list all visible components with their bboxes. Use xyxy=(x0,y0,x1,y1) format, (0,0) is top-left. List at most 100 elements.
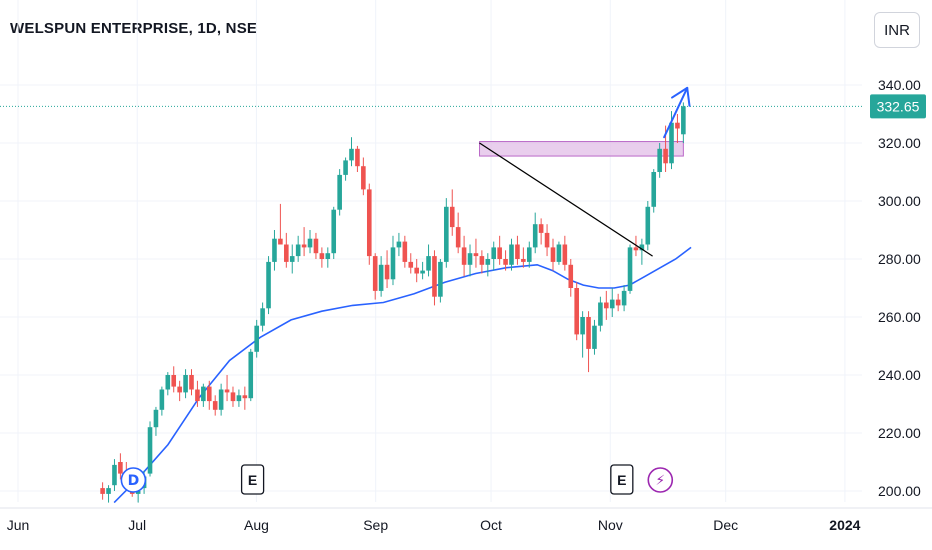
candle-body xyxy=(361,166,366,190)
candle xyxy=(301,227,307,257)
grid-lines xyxy=(0,0,932,509)
candle-body xyxy=(153,409,159,428)
candle-body xyxy=(236,395,242,402)
candle-body xyxy=(165,375,171,390)
currency-button[interactable]: INR xyxy=(874,12,920,48)
candle-body xyxy=(343,160,348,175)
price-tick-label: 240.00 xyxy=(878,367,921,383)
earnings-marker[interactable]: E xyxy=(610,464,634,495)
candle-body xyxy=(414,267,419,274)
price-tick-label: 340.00 xyxy=(878,77,921,93)
candle-body xyxy=(325,253,331,259)
earnings-marker[interactable]: E xyxy=(240,464,265,495)
candle-body xyxy=(669,122,674,164)
price-tick-label: 200.00 xyxy=(878,483,921,499)
earnings-marker-box xyxy=(240,464,265,495)
candle-body xyxy=(645,206,651,245)
candle xyxy=(432,250,437,306)
candle xyxy=(396,232,402,257)
candle xyxy=(189,369,194,396)
candle xyxy=(408,253,414,274)
candle-body xyxy=(432,256,437,297)
candle xyxy=(621,285,627,312)
candle xyxy=(372,253,378,300)
time-tick-label: Sep xyxy=(363,517,388,533)
time-tick-label: Jun xyxy=(7,517,30,533)
price-axis: 200.00 220.00 240.00 260.00 280.00 300.00 320.… xyxy=(870,77,926,499)
price-tick-label: 280.00 xyxy=(878,251,921,267)
candle xyxy=(260,302,265,332)
candle-body xyxy=(663,148,668,164)
candle-body xyxy=(675,122,680,129)
candle-body xyxy=(396,241,402,248)
breakout-arrow xyxy=(663,86,691,139)
candle xyxy=(556,241,562,265)
candle-body xyxy=(272,238,277,262)
resistance-zone-box xyxy=(479,141,684,157)
candle xyxy=(112,459,117,491)
candle-body xyxy=(372,256,378,291)
candle xyxy=(118,453,123,480)
candle xyxy=(509,238,514,271)
trendline xyxy=(479,142,653,257)
candle-body xyxy=(206,386,212,402)
candle xyxy=(586,311,591,373)
candle xyxy=(414,259,419,283)
candle xyxy=(212,395,218,416)
candle-body xyxy=(651,172,657,207)
candle xyxy=(562,235,568,271)
candle xyxy=(503,250,508,271)
candle xyxy=(645,201,651,251)
candle-body xyxy=(242,395,248,399)
candle xyxy=(378,256,384,297)
candle xyxy=(313,232,319,259)
candle-body xyxy=(284,244,289,262)
candle xyxy=(295,235,301,262)
candle-body xyxy=(106,488,111,494)
candle-body xyxy=(100,488,105,494)
candle xyxy=(455,212,461,254)
candle xyxy=(355,145,360,172)
candle xyxy=(100,482,105,500)
candle xyxy=(224,375,230,402)
arrow-head xyxy=(671,86,689,99)
candle xyxy=(106,485,111,503)
last-price-badge: 332.65 xyxy=(870,94,926,119)
candle-body xyxy=(189,375,194,390)
candle-body xyxy=(639,244,645,251)
candle xyxy=(420,261,425,280)
candle-body xyxy=(657,148,662,172)
price-tick-label: 320.00 xyxy=(878,135,921,151)
candle xyxy=(289,244,295,274)
dividend-marker[interactable]: D xyxy=(120,467,147,493)
candle-body xyxy=(515,244,520,259)
candle xyxy=(165,372,171,396)
candle-body xyxy=(604,302,609,309)
candle-body xyxy=(503,259,508,265)
candle-body xyxy=(526,247,532,262)
candle xyxy=(538,218,544,245)
candle xyxy=(651,169,657,213)
candle xyxy=(183,369,188,399)
candle-body xyxy=(455,227,461,248)
candle-body xyxy=(266,261,271,309)
candle xyxy=(153,406,159,436)
candle xyxy=(284,232,289,268)
candle-body xyxy=(681,106,686,135)
candle xyxy=(444,198,449,268)
candle xyxy=(337,169,342,216)
candle xyxy=(331,206,337,259)
candle xyxy=(361,157,366,196)
candle xyxy=(254,319,259,358)
candle-body xyxy=(177,386,182,393)
candle xyxy=(171,366,177,393)
candle xyxy=(574,282,579,341)
dividend-marker-circle xyxy=(120,467,147,493)
candle xyxy=(598,296,603,332)
candle-body xyxy=(580,317,585,335)
candle xyxy=(242,386,248,410)
event-markers: D E E ⚡ xyxy=(120,464,674,495)
split-marker[interactable]: ⚡ xyxy=(647,467,674,493)
candle xyxy=(568,259,574,297)
